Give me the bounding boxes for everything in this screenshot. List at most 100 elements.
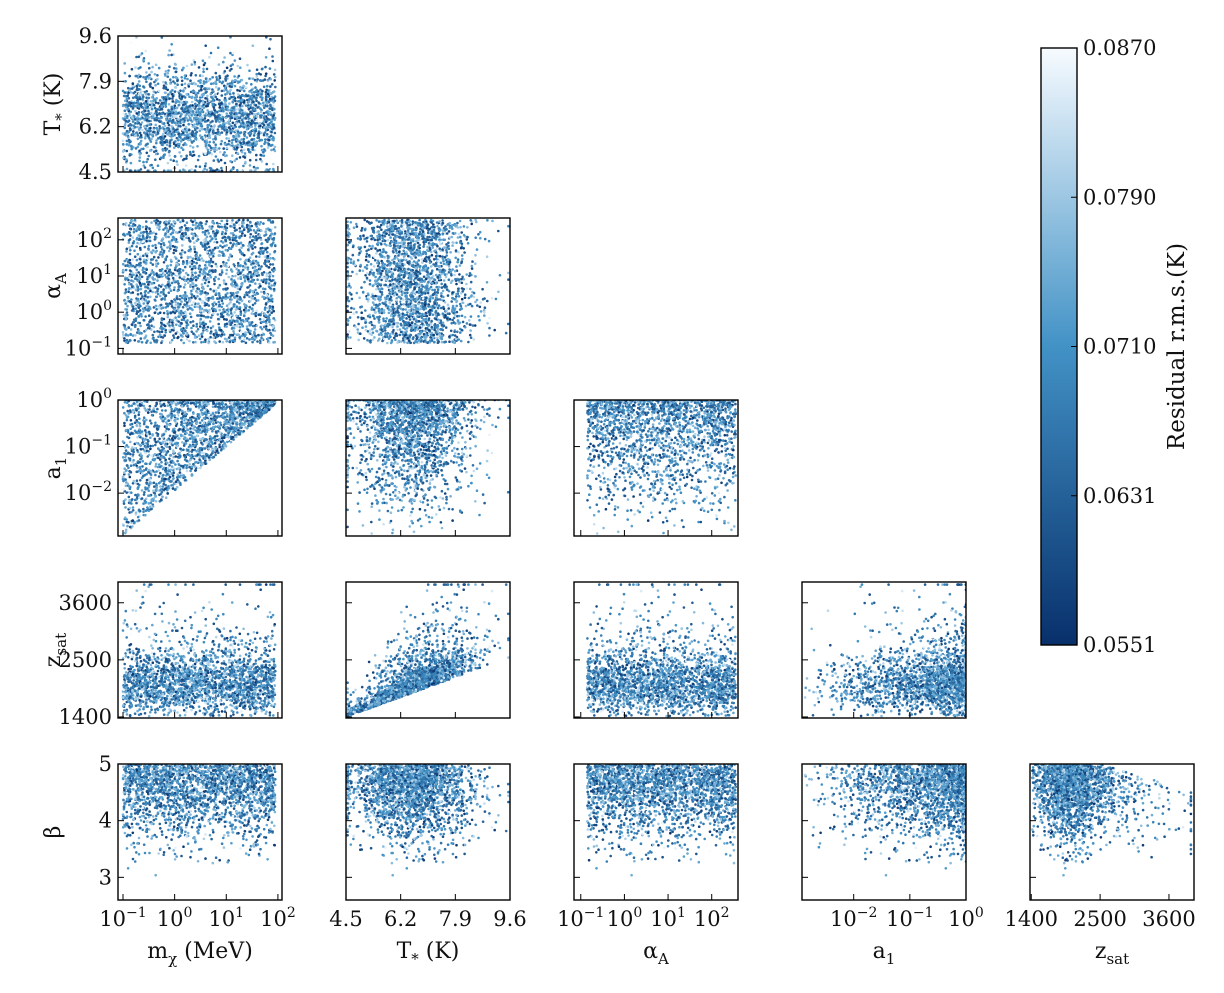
point [437,304,441,307]
point [143,270,146,274]
point [248,113,251,116]
point [146,295,150,299]
point [182,157,186,161]
point [257,101,261,104]
point [191,146,195,149]
point [135,268,139,272]
point [245,141,249,145]
point [144,336,147,339]
point [145,232,149,235]
point [243,279,247,283]
point [455,265,458,268]
point [260,98,264,102]
point [266,79,270,82]
point [144,285,147,289]
point [431,246,435,249]
point [264,56,268,59]
point [202,340,206,344]
point [192,324,195,328]
point [200,283,204,286]
point [247,105,251,109]
point [133,301,137,305]
point [222,147,225,150]
point [134,307,137,311]
point [201,272,205,276]
point [250,321,254,324]
point [128,152,132,156]
point [198,129,202,133]
point [141,298,144,302]
point [269,263,272,266]
point [204,162,208,165]
point [204,152,207,155]
point [124,316,128,319]
point [225,219,229,222]
point [265,88,268,92]
point [269,302,273,305]
point [229,112,233,116]
point [241,230,244,233]
point [245,304,248,308]
point [179,155,183,158]
point [125,311,129,314]
point [233,126,236,129]
point [179,140,183,143]
point [259,73,263,76]
point [273,79,277,82]
point [193,98,197,101]
point [155,295,158,299]
point [183,283,187,286]
point [144,106,148,110]
point [199,268,203,271]
point [245,325,249,328]
point [235,267,238,271]
point [168,225,172,228]
point [365,220,369,223]
point [223,317,226,321]
point [238,57,242,60]
point [168,219,171,223]
point [248,295,251,299]
point [262,250,266,253]
point [263,148,266,151]
point [250,276,253,279]
point [142,75,145,79]
point [150,137,153,141]
point [179,89,182,92]
point [445,254,449,257]
point [272,287,276,291]
point [239,250,242,254]
point [214,308,217,311]
point [213,246,217,250]
point [173,298,177,302]
point [264,303,268,306]
point [128,300,131,303]
point [174,70,178,74]
point [225,229,228,232]
point [444,225,447,228]
point [138,92,141,96]
point [138,156,142,159]
point [216,110,219,114]
point [220,139,223,143]
point [225,128,229,132]
point [212,269,216,272]
point [187,122,190,126]
point [210,152,213,156]
point [267,100,271,103]
point [169,158,173,162]
point [224,226,228,230]
point [185,129,188,133]
point [162,317,166,321]
point [212,312,215,316]
point [243,152,247,155]
point [198,306,201,309]
point [138,159,141,163]
point [168,130,172,133]
point [189,104,192,107]
point [223,84,226,88]
point [207,337,210,341]
point [198,325,202,328]
point [130,144,133,148]
